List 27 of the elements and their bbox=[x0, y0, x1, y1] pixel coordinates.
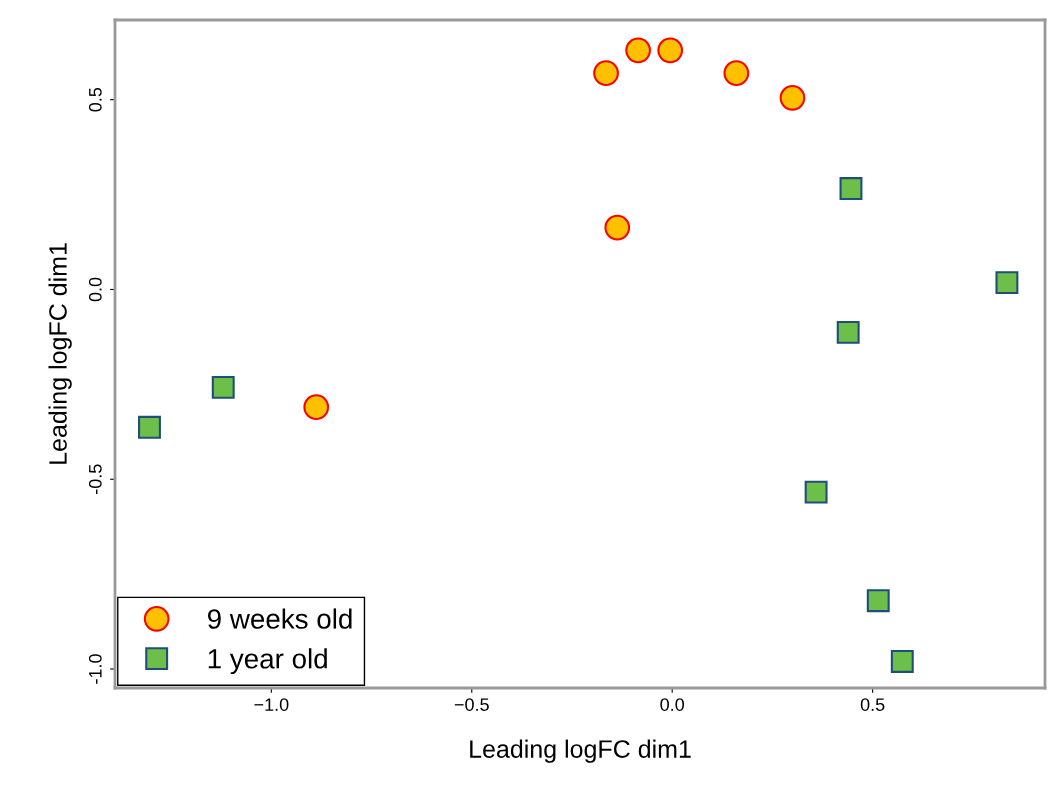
point bbox=[890, 649, 914, 673]
point bbox=[836, 320, 860, 344]
legend-label: 1 year old bbox=[208, 648, 327, 675]
legend-label: 9 weeks old bbox=[207, 608, 352, 629]
x-axis-title: Leading logFC dim1 bbox=[470, 739, 691, 763]
point bbox=[866, 589, 890, 613]
point bbox=[657, 37, 684, 64]
point bbox=[839, 177, 863, 200]
y-tick-label: -0.5 bbox=[88, 464, 102, 494]
y-tick-label: 0.0 bbox=[88, 277, 102, 302]
point bbox=[804, 480, 828, 504]
point bbox=[604, 214, 631, 241]
point bbox=[625, 37, 651, 64]
point bbox=[138, 415, 161, 439]
x-tick-label: 0.5 bbox=[860, 698, 885, 711]
point bbox=[303, 394, 330, 420]
point bbox=[593, 60, 619, 86]
y-tick-label: 0.5 bbox=[88, 87, 102, 112]
y-tick-label: -1.0 bbox=[88, 654, 102, 684]
point bbox=[779, 84, 806, 111]
point bbox=[723, 60, 750, 86]
y-axis-title: Leading logFC dim1 bbox=[48, 243, 72, 464]
point bbox=[995, 271, 1019, 295]
x-tick-label: −0.5 bbox=[454, 698, 489, 711]
point bbox=[211, 375, 235, 399]
x-tick-label: 0.0 bbox=[660, 698, 685, 711]
x-tick-label: −1.0 bbox=[254, 698, 289, 711]
